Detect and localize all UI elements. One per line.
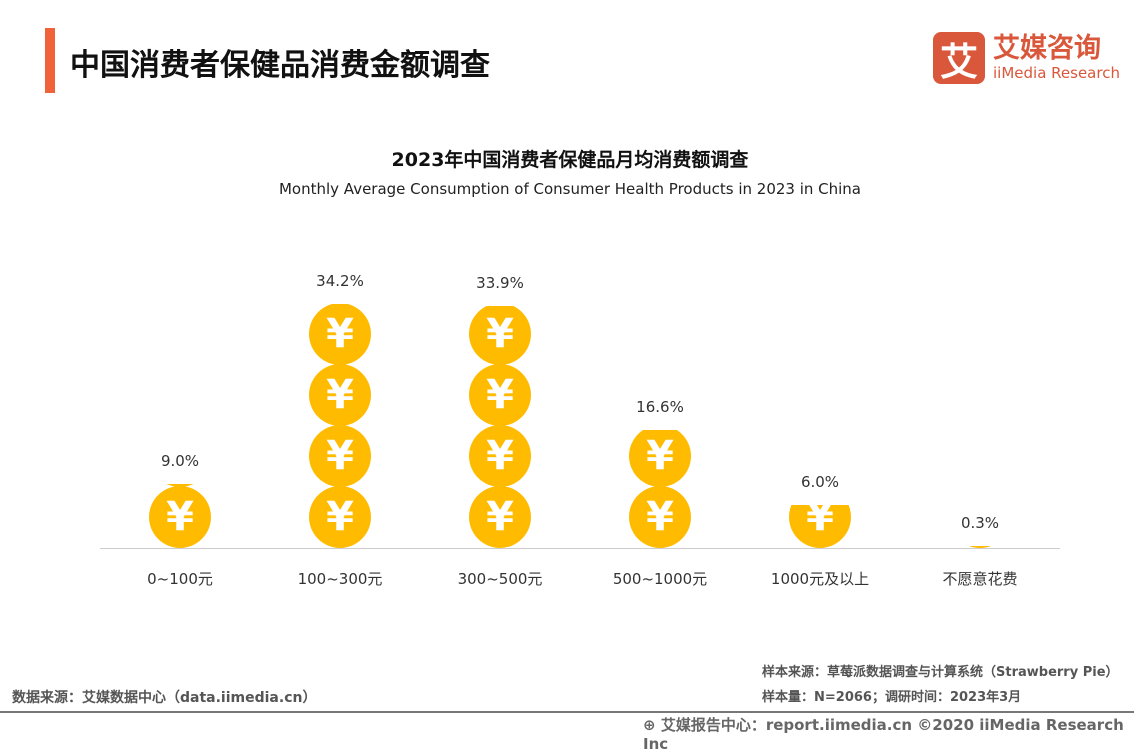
data-label: 6.0% xyxy=(800,473,840,492)
sample-size: 样本量：N=2066；调研时间：2023年3月 xyxy=(762,690,1022,705)
x-tick-label: 0~100元 xyxy=(147,570,213,588)
yen-coin-icon: ¥ xyxy=(629,486,691,548)
bar-4: ¥ xyxy=(787,505,853,548)
yen-coin-icon: ¥ xyxy=(309,304,371,365)
yen-coin-icon: ¥ xyxy=(149,483,211,487)
bar-0: ¥¥ xyxy=(147,483,213,548)
x-tick-label: 500~1000元 xyxy=(612,570,708,588)
logo-en: iiMedia Research xyxy=(993,64,1120,82)
bar-1: ¥ ¥ ¥ ¥ xyxy=(307,304,373,548)
data-label: 34.2% xyxy=(316,272,364,291)
yen-coin-icon: ¥ xyxy=(469,364,531,426)
footer-text: 艾媒报告中心：report.iimedia.cn ©2020 iiMedia R… xyxy=(643,716,1124,753)
logo-mark: 艾 xyxy=(933,32,985,84)
chart-title: 2023年中国消费者保健品月均消费额调查 xyxy=(391,149,749,171)
globe-icon: ⊕ xyxy=(643,716,656,734)
iimedia-logo: 艾 艾媒咨询 iiMedia Research xyxy=(933,32,1120,84)
bar-2: ¥ ¥ ¥ ¥ xyxy=(467,306,533,548)
data-label: 16.6% xyxy=(636,397,684,416)
x-tick-label: 300~500元 xyxy=(457,570,543,588)
sample-source: 样本来源：草莓派数据调查与计算系统（Strawberry Pie） xyxy=(762,665,1119,680)
yen-coin-icon: ¥ xyxy=(309,364,371,426)
page-title: 中国消费者保健品消费金额调查 xyxy=(70,48,490,83)
bar-5: ¥ xyxy=(947,545,1013,548)
yen-coin-icon: ¥ xyxy=(469,486,531,548)
yen-coin-icon: ¥ xyxy=(789,505,851,548)
data-source: 数据来源：艾媒数据中心（data.iimedia.cn） xyxy=(12,690,317,706)
yen-coin-icon: ¥ xyxy=(149,486,211,548)
yen-coin-icon: ¥ xyxy=(949,545,1011,548)
yen-coin-icon: ¥ xyxy=(469,306,531,365)
x-axis-line xyxy=(100,548,1060,549)
footer-divider xyxy=(0,711,1134,713)
x-tick-label: 不愿意花费 xyxy=(942,570,1018,588)
data-label: 33.9% xyxy=(476,274,524,293)
x-tick-label: 100~300元 xyxy=(297,570,383,588)
bar-3: ¥ ¥ xyxy=(627,429,693,548)
data-label: 9.0% xyxy=(160,451,200,470)
yen-coin-icon: ¥ xyxy=(309,425,371,487)
chart-subtitle: Monthly Average Consumption of Consumer … xyxy=(278,180,862,198)
yen-coin-icon: ¥ xyxy=(309,486,371,548)
logo-cn: 艾媒咨询 xyxy=(993,33,1101,64)
yen-coin-icon: ¥ xyxy=(469,425,531,487)
footer: ⊕ 艾媒报告中心：report.iimedia.cn ©2020 iiMedia… xyxy=(643,714,1134,753)
data-label: 0.3% xyxy=(960,513,1000,532)
x-tick-label: 1000元及以上 xyxy=(770,570,870,588)
yen-coin-icon: ¥ xyxy=(629,429,691,487)
title-accent-bar xyxy=(45,28,55,93)
